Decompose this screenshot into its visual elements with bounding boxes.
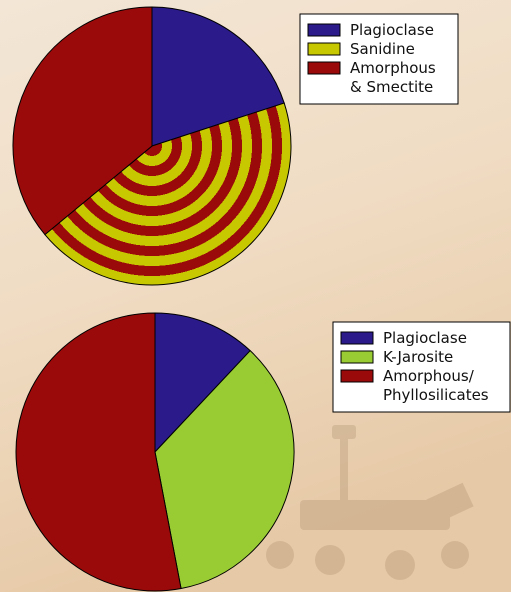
legend-label: Sanidine xyxy=(350,40,415,58)
legend-swatch xyxy=(341,332,373,344)
legend-label: K-Jarosite xyxy=(383,348,453,366)
legend-label-line: Amorphous/ xyxy=(383,367,475,385)
legend-label-line: Phyllosilicates xyxy=(383,386,489,404)
legend-label-line: Amorphous xyxy=(350,59,436,77)
page: PlagioclaseSanidineAmorphous& SmectitePl… xyxy=(0,0,511,592)
legend-label: Amorphous& Smectite xyxy=(350,59,436,96)
legend-label: Amorphous/Phyllosilicates xyxy=(383,367,489,404)
legend-label-line: K-Jarosite xyxy=(383,348,453,366)
legend-label-line: Sanidine xyxy=(350,40,415,58)
legend-swatch xyxy=(341,370,373,382)
legend: PlagioclaseK-JarositeAmorphous/Phyllosil… xyxy=(333,322,510,412)
legend-swatch xyxy=(341,351,373,363)
legend-swatch xyxy=(308,43,340,55)
legend-label: Plagioclase xyxy=(383,329,467,347)
legend-label-line: Plagioclase xyxy=(350,21,434,39)
legend-label-line: & Smectite xyxy=(350,78,433,96)
chart-figure: PlagioclaseSanidineAmorphous& SmectitePl… xyxy=(0,0,511,592)
legend-label-line: Plagioclase xyxy=(383,329,467,347)
legend-swatch xyxy=(308,62,340,74)
legend-swatch xyxy=(308,24,340,36)
legend-label: Plagioclase xyxy=(350,21,434,39)
